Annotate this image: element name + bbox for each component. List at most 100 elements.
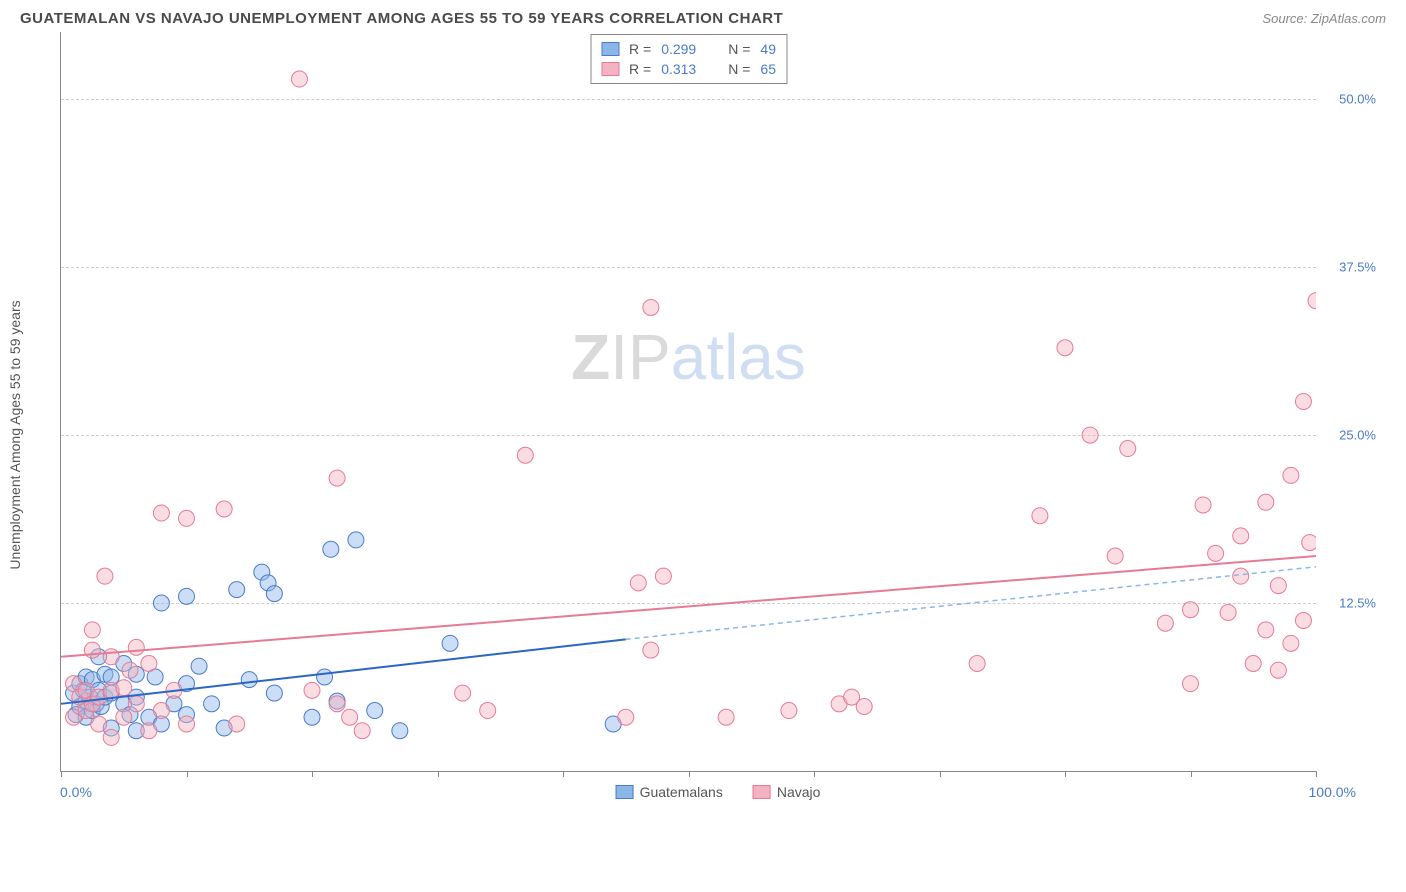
n-label: N = <box>728 61 750 77</box>
legend-swatch <box>753 785 771 799</box>
navajo-point <box>480 703 496 719</box>
guatemalans-point <box>204 696 220 712</box>
navajo-point <box>618 709 634 725</box>
navajo-point <box>1183 676 1199 692</box>
guatemalans-point <box>241 672 257 688</box>
navajo-point <box>1258 494 1274 510</box>
navajo-point <box>91 716 107 732</box>
r-label: R = <box>629 41 651 57</box>
navajo-point <box>643 642 659 658</box>
navajo-point <box>1283 467 1299 483</box>
navajo-point <box>304 682 320 698</box>
navajo-point <box>84 622 100 638</box>
navajo-point <box>229 716 245 732</box>
x-tick <box>940 771 941 777</box>
legend-swatch <box>601 62 619 76</box>
x-tick <box>187 771 188 777</box>
x-tick <box>689 771 690 777</box>
source-credit: Source: ZipAtlas.com <box>1262 11 1386 26</box>
navajo-point <box>103 729 119 745</box>
scatter-plot-svg <box>61 32 1316 771</box>
header: GUATEMALAN VS NAVAJO UNEMPLOYMENT AMONG … <box>0 0 1406 32</box>
navajo-point <box>128 639 144 655</box>
y-tick-label: 37.5% <box>1339 260 1376 275</box>
guatemalans-point <box>229 582 245 598</box>
guatemalans-point <box>348 532 364 548</box>
navajo-point <box>1233 528 1249 544</box>
navajo-point <box>329 470 345 486</box>
legend-swatch <box>616 785 634 799</box>
navajo-point <box>1220 604 1236 620</box>
r-value: 0.299 <box>661 41 696 57</box>
navajo-point <box>630 575 646 591</box>
navajo-point <box>141 656 157 672</box>
n-value: 49 <box>760 41 776 57</box>
legend-series-item: Guatemalans <box>616 784 723 800</box>
chart-title: GUATEMALAN VS NAVAJO UNEMPLOYMENT AMONG … <box>20 10 783 27</box>
navajo-point <box>1295 394 1311 410</box>
navajo-point <box>1032 508 1048 524</box>
x-axis-max-label: 100.0% <box>1309 784 1356 800</box>
navajo-point <box>116 680 132 696</box>
navajo-point <box>128 696 144 712</box>
navajo-point <box>1245 656 1261 672</box>
guatemalans-point <box>367 703 383 719</box>
y-tick-label: 12.5% <box>1339 596 1376 611</box>
guatemalans-point <box>266 586 282 602</box>
navajo-point <box>97 568 113 584</box>
n-label: N = <box>728 41 750 57</box>
navajo-point <box>1233 568 1249 584</box>
y-tick-label: 50.0% <box>1339 92 1376 107</box>
navajo-point <box>1195 497 1211 513</box>
y-tick-label: 25.0% <box>1339 428 1376 443</box>
navajo-point <box>179 510 195 526</box>
guatemalans-point <box>323 541 339 557</box>
x-tick <box>814 771 815 777</box>
navajo-point <box>643 299 659 315</box>
x-tick <box>563 771 564 777</box>
navajo-point <box>216 501 232 517</box>
navajo-trend-line <box>61 556 1316 657</box>
navajo-point <box>1183 602 1199 618</box>
navajo-point <box>1283 635 1299 651</box>
navajo-point <box>329 696 345 712</box>
navajo-point <box>969 656 985 672</box>
chart-container: Unemployment Among Ages 55 to 59 years Z… <box>50 32 1386 822</box>
navajo-point <box>116 709 132 725</box>
navajo-point <box>517 447 533 463</box>
navajo-point <box>1107 548 1123 564</box>
navajo-point <box>141 723 157 739</box>
navajo-point <box>1308 293 1316 309</box>
y-axis-label: Unemployment Among Ages 55 to 59 years <box>7 300 23 569</box>
legend-stat-row: R = 0.313 N = 65 <box>601 59 776 79</box>
x-tick <box>1065 771 1066 777</box>
guatemalans-point <box>442 635 458 651</box>
navajo-point <box>1082 427 1098 443</box>
x-tick <box>1316 771 1317 777</box>
r-label: R = <box>629 61 651 77</box>
navajo-point <box>1270 662 1286 678</box>
legend-series-item: Navajo <box>753 784 821 800</box>
navajo-point <box>1302 535 1316 551</box>
navajo-point <box>122 662 138 678</box>
x-tick <box>438 771 439 777</box>
x-tick <box>61 771 62 777</box>
x-tick <box>312 771 313 777</box>
navajo-point <box>1057 340 1073 356</box>
navajo-point <box>1208 545 1224 561</box>
legend-series: Guatemalans Navajo <box>616 784 821 800</box>
guatemalans-point <box>153 595 169 611</box>
navajo-point <box>179 716 195 732</box>
r-value: 0.313 <box>661 61 696 77</box>
navajo-point <box>103 649 119 665</box>
n-value: 65 <box>760 61 776 77</box>
guatemalans-point <box>392 723 408 739</box>
navajo-point <box>153 703 169 719</box>
legend-statistics: R = 0.299 N = 49 R = 0.313 N = 65 <box>590 34 787 84</box>
navajo-point <box>153 505 169 521</box>
guatemalans-point <box>304 709 320 725</box>
legend-series-label: Navajo <box>777 784 821 800</box>
guatemalans-point <box>266 685 282 701</box>
x-axis-min-label: 0.0% <box>60 784 92 800</box>
x-tick <box>1191 771 1192 777</box>
